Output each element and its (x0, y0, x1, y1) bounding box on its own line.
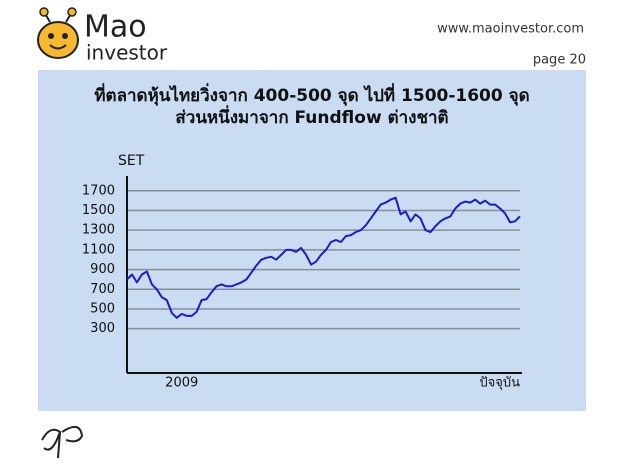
signature (41, 425, 84, 459)
y-tick-label: 900 (90, 262, 115, 277)
chart-title: ที่ตลาดหุ้นไทยวิ่งจาก 400-500 จุด ไปที่ … (94, 83, 529, 106)
y-tick-label: 1300 (82, 223, 115, 238)
y-tick-label: 700 (90, 282, 115, 297)
x-tick-label: ปัจจุบัน (479, 376, 520, 391)
x-tick-label: 2009 (165, 376, 198, 391)
y-axis-label: SET (118, 153, 145, 169)
y-tick-label: 300 (90, 321, 115, 336)
y-tick-label: 1100 (82, 242, 115, 257)
logo-main: Mao (84, 10, 147, 45)
logo-sub: investor (86, 41, 168, 65)
page-number: page 20 (533, 53, 586, 68)
chart-subtitle: ส่วนหนึ่งมาจาก Fundflow ต่างชาติ (175, 105, 448, 128)
y-tick-label: 500 (90, 301, 115, 316)
logo-icon (37, 7, 79, 59)
panel (38, 70, 586, 411)
line-series (126, 196, 521, 319)
y-tick-label: 1700 (82, 183, 115, 198)
website: www.maoinvestor.com (437, 22, 584, 37)
y-tick-label: 1500 (82, 203, 115, 218)
